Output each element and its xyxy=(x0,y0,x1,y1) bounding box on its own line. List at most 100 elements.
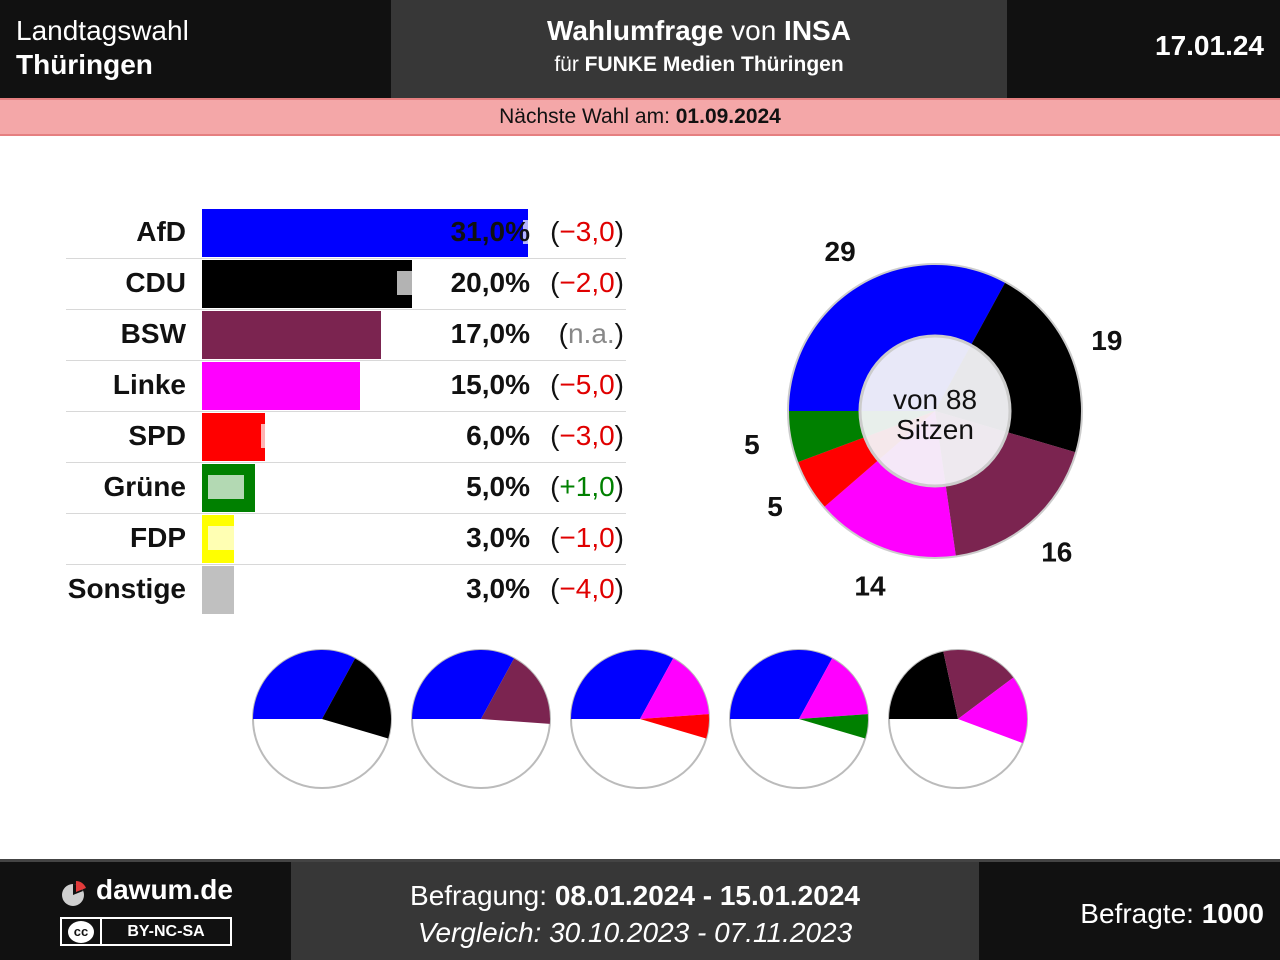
value-label: 15,0% xyxy=(450,369,530,400)
change-label: (−1,0) xyxy=(550,522,624,553)
poll-title-word: Wahlumfrage xyxy=(547,15,724,46)
vote-bar xyxy=(202,413,265,461)
seat-slice xyxy=(798,411,935,507)
row-divider xyxy=(66,513,626,514)
coalition-pie-outline xyxy=(729,649,869,789)
vote-bar xyxy=(202,362,360,410)
respondents-label: Befragte: xyxy=(1080,898,1202,929)
election-type: Landtagswahl xyxy=(16,15,189,46)
seat-slice xyxy=(935,411,1076,556)
coalition-pie-outline xyxy=(411,649,551,789)
value-label: 3,0% xyxy=(466,573,530,604)
vote-bar xyxy=(202,260,412,308)
vote-bar xyxy=(202,209,528,257)
party-label: Grüne xyxy=(103,471,186,502)
party-label: SPD xyxy=(128,420,186,451)
client-line: für FUNKE Medien Thüringen xyxy=(391,48,1007,82)
coalition-slice xyxy=(253,650,356,719)
party-label: FDP xyxy=(130,522,186,553)
survey-period: Befragung: 08.01.2024 - 15.01.2024 xyxy=(291,878,979,914)
value-label: 3,0% xyxy=(466,522,530,553)
change-label: (+1,0) xyxy=(550,471,624,502)
coalition-slice xyxy=(889,651,958,719)
change-value: n.a. xyxy=(567,318,615,349)
survey-label: Befragung: xyxy=(410,880,555,911)
seat-slice xyxy=(935,282,1081,453)
seat-count-label: 5 xyxy=(767,491,783,522)
license-label: BY-NC-SA xyxy=(102,919,230,944)
previous-value-marker xyxy=(208,475,244,499)
coalition-slice xyxy=(571,650,674,719)
vote-bar xyxy=(202,566,234,614)
row-divider xyxy=(66,360,626,361)
value-label: 20,0% xyxy=(450,267,530,298)
coalition-slice xyxy=(799,658,868,719)
cc-icon: cc xyxy=(62,919,100,944)
party-label: Linke xyxy=(112,369,186,400)
donut-outline xyxy=(787,263,1083,559)
license-badge[interactable]: cc BY-NC-SA xyxy=(60,917,232,946)
previous-value-marker xyxy=(208,526,244,550)
value-label: 17,0% xyxy=(450,318,530,349)
respondents-count: 1000 xyxy=(1201,898,1264,929)
row-divider xyxy=(66,564,626,565)
brand-block: dawum.de cc BY-NC-SA xyxy=(0,862,291,960)
donut-center-text: Sitzen xyxy=(896,414,974,445)
change-label: (−3,0) xyxy=(550,216,624,247)
row-divider xyxy=(66,462,626,463)
change-label: (−5,0) xyxy=(550,369,624,400)
previous-value-marker xyxy=(523,220,559,244)
bar-row: Sonstige 3,0% (−4,0) xyxy=(66,565,626,616)
brand-name[interactable]: dawum.de xyxy=(96,874,233,905)
pie-logo-icon xyxy=(62,881,86,906)
change-value: −4,0 xyxy=(559,573,615,604)
party-label: CDU xyxy=(125,267,186,298)
survey-dates: 08.01.2024 - 15.01.2024 xyxy=(554,880,860,911)
poll-title-block: Wahlumfrage von INSA für FUNKE Medien Th… xyxy=(391,0,1007,98)
client-name: FUNKE Medien Thüringen xyxy=(584,53,844,76)
region-name: Thüringen xyxy=(16,49,153,80)
publish-date: 17.01.24 xyxy=(1155,30,1264,61)
coalition-pie xyxy=(252,649,392,789)
poll-title-connector: von xyxy=(723,15,785,46)
coalition-slice xyxy=(943,650,1014,719)
compare-label: Vergleich: xyxy=(417,917,550,948)
respondents: Befragte: 1000 xyxy=(1080,898,1264,930)
bar-row: CDU 20,0% (−2,0) xyxy=(66,259,626,310)
party-label: Sonstige xyxy=(67,573,186,604)
comparison-period: Vergleich: 30.10.2023 - 07.11.2023 xyxy=(291,914,979,952)
coalition-slice xyxy=(958,677,1027,744)
coalition-pie xyxy=(729,649,869,789)
coalition-pie xyxy=(570,649,710,789)
region-block: Landtagswahl Thüringen xyxy=(0,0,390,98)
previous-value-marker xyxy=(239,577,276,601)
compare-dates: 30.10.2023 - 07.11.2023 xyxy=(549,917,853,948)
coalition-pie xyxy=(888,649,1028,789)
bar-row: BSW 17,0% (n.a.) xyxy=(66,310,626,361)
coalition-pie xyxy=(411,649,551,789)
donut-center-text: von 88 xyxy=(893,384,977,415)
seat-count-label: 29 xyxy=(825,236,856,267)
coalition-pie-outline xyxy=(888,649,1028,789)
change-value: −3,0 xyxy=(559,216,615,247)
seat-slice xyxy=(824,411,956,557)
change-label: (n.a.) xyxy=(558,318,624,349)
bar-row: Linke 15,0% (−5,0) xyxy=(66,361,626,412)
previous-value-marker xyxy=(376,373,412,397)
change-label: (−4,0) xyxy=(550,573,624,604)
seat-count-label: 16 xyxy=(1041,537,1072,568)
coalition-pie-outline xyxy=(570,649,710,789)
seat-count-label: 5 xyxy=(744,429,760,460)
previous-value-marker xyxy=(397,271,433,295)
value-label: 31,0% xyxy=(450,216,530,247)
previous-value-marker xyxy=(260,424,297,448)
value-label: 5,0% xyxy=(466,471,530,502)
vote-bar xyxy=(202,311,381,359)
poll-title: Wahlumfrage von INSA xyxy=(391,14,1007,48)
client-prefix: für xyxy=(554,53,585,76)
pollster-name: INSA xyxy=(784,15,851,46)
coalition-slice xyxy=(640,714,709,739)
survey-period-block: Befragung: 08.01.2024 - 15.01.2024 Vergl… xyxy=(291,862,979,960)
coalition-slice xyxy=(799,714,869,739)
